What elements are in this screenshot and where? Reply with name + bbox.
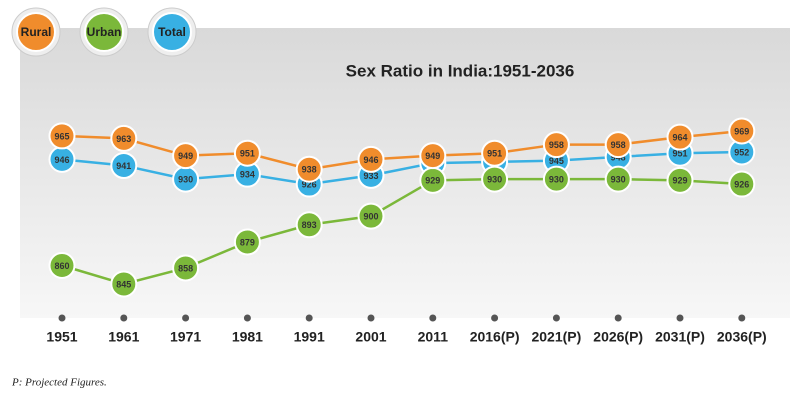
data-point — [357, 202, 385, 230]
data-label: 930 — [487, 174, 502, 184]
data-point — [728, 117, 756, 145]
data-point — [481, 139, 509, 167]
legend: Rural Urban Total — [11, 7, 197, 57]
x-tick-label: 2026(P) — [593, 329, 643, 345]
data-label: 933 — [363, 171, 378, 181]
plot-background — [20, 28, 790, 318]
data-point — [295, 211, 323, 239]
data-point — [419, 142, 447, 170]
data-label: 900 — [363, 212, 378, 222]
data-label: 930 — [178, 174, 193, 184]
data-point — [110, 152, 138, 180]
x-tick-label: 2016(P) — [470, 329, 520, 345]
data-label: 951 — [672, 149, 687, 159]
data-label: 845 — [116, 279, 131, 289]
data-label: 860 — [54, 261, 69, 271]
x-tick-label: 2036(P) — [717, 329, 767, 345]
data-label: 963 — [116, 134, 131, 144]
data-label: 952 — [734, 147, 749, 157]
data-label: 929 — [425, 176, 440, 186]
data-label: 941 — [116, 161, 131, 171]
data-point — [233, 228, 261, 256]
x-tick-dot — [491, 314, 499, 322]
x-tick-dot — [614, 314, 622, 322]
x-tick-dot — [367, 314, 375, 322]
data-point — [542, 165, 570, 193]
data-point — [233, 139, 261, 167]
x-tick-label: 1951 — [46, 329, 77, 345]
x-tick-label: 2001 — [355, 329, 386, 345]
data-point — [172, 254, 200, 282]
x-tick-dot — [676, 314, 684, 322]
x-tick-label: 1961 — [108, 329, 139, 345]
legend-label: Rural — [21, 25, 52, 39]
data-label: 926 — [302, 179, 317, 189]
data-label: 964 — [672, 133, 687, 143]
x-tick-dot — [243, 314, 251, 322]
data-label: 930 — [549, 174, 564, 184]
legend-swatch — [152, 12, 192, 52]
legend-label: Total — [158, 25, 186, 39]
data-label: 926 — [734, 179, 749, 189]
data-label: 969 — [734, 126, 749, 136]
data-label: 893 — [302, 220, 317, 230]
legend-swatch — [16, 12, 56, 52]
x-tick-dot — [738, 314, 746, 322]
footnote: P: Projected Figures. — [11, 377, 107, 389]
x-tick-dot — [305, 314, 313, 322]
data-point — [542, 131, 570, 159]
data-point — [48, 122, 76, 150]
data-point — [604, 131, 632, 159]
data-label: 958 — [549, 140, 564, 150]
x-tick-label: 1981 — [232, 329, 263, 345]
chart-title: Sex Ratio in India:1951-2036 — [346, 61, 575, 80]
legend-swatch — [84, 12, 124, 52]
data-point — [666, 166, 694, 194]
data-label: 951 — [240, 149, 255, 159]
data-label: 879 — [240, 237, 255, 247]
x-tick-dot — [58, 314, 66, 322]
x-tick-label: 1971 — [170, 329, 201, 345]
data-label: 945 — [549, 156, 564, 166]
data-label: 949 — [425, 151, 440, 161]
data-label: 929 — [672, 176, 687, 186]
data-label: 946 — [363, 155, 378, 165]
x-tick-label: 1991 — [294, 329, 325, 345]
data-label: 938 — [302, 165, 317, 175]
data-point — [110, 270, 138, 298]
x-tick-dot — [552, 314, 560, 322]
data-label: 949 — [178, 151, 193, 161]
data-point — [728, 170, 756, 198]
data-point — [666, 123, 694, 151]
data-point — [172, 142, 200, 170]
x-tick-label: 2011 — [418, 329, 449, 345]
data-point — [604, 165, 632, 193]
x-tick-dot — [429, 314, 437, 322]
data-label: 930 — [611, 174, 626, 184]
data-point — [48, 251, 76, 279]
data-label: 965 — [54, 131, 69, 141]
data-point — [295, 155, 323, 183]
data-label: 951 — [487, 149, 502, 159]
data-label: 958 — [611, 140, 626, 150]
x-tick-dot — [120, 314, 128, 322]
data-point — [110, 124, 138, 152]
data-label: 934 — [240, 170, 255, 180]
data-label: 946 — [54, 155, 69, 165]
data-label: 858 — [178, 263, 193, 273]
legend-label: Urban — [87, 25, 122, 39]
x-tick-dot — [182, 314, 190, 322]
x-tick-label: 2021(P) — [531, 329, 581, 345]
data-point — [357, 145, 385, 173]
x-tick-label: 2031(P) — [655, 329, 705, 345]
